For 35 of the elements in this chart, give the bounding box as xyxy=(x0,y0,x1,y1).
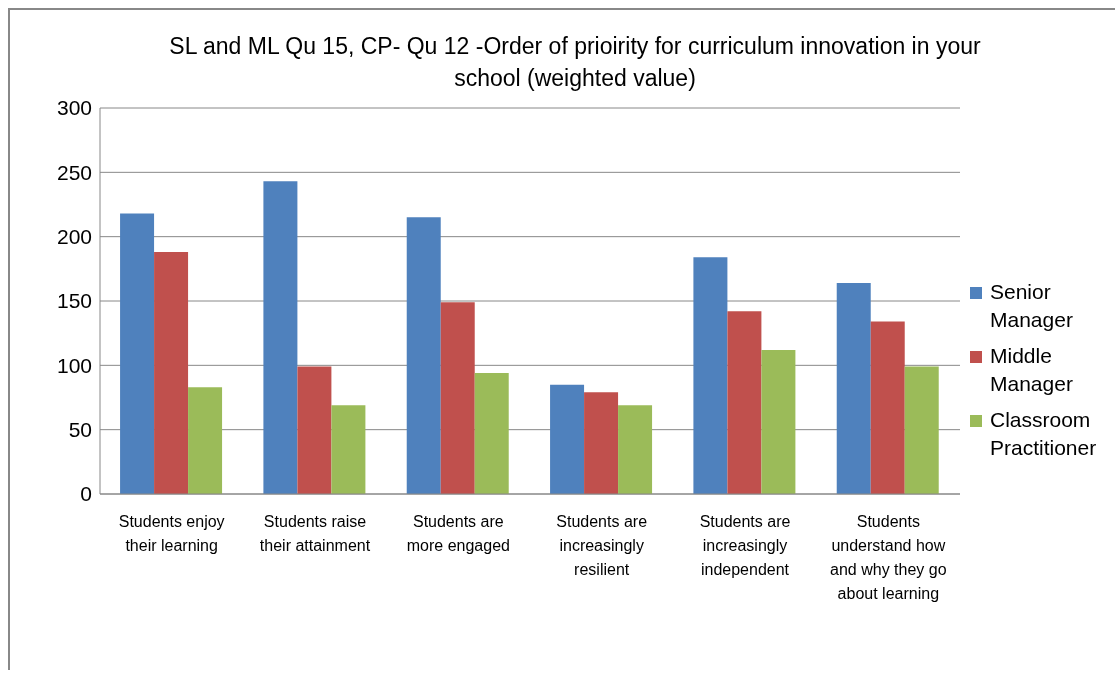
chart-title: SL and ML Qu 15, CP- Qu 12 -Order of prioirity for curriculum innovation in your school (weighted value) xyxy=(168,32,982,93)
legend-label: Senior Manager xyxy=(990,279,1074,333)
bar xyxy=(331,405,366,494)
x-tick-label: Students understand how and why they go about learning xyxy=(830,513,947,603)
bar xyxy=(904,366,939,494)
x-tick-label: Students are increasingly independent xyxy=(699,513,791,579)
bar xyxy=(120,213,155,494)
y-tick-label: 150 xyxy=(56,289,92,313)
bar xyxy=(297,366,332,494)
bar xyxy=(870,321,905,494)
legend-label: Middle Manager xyxy=(990,343,1074,397)
x-tick-label: Students are increasingly resilient xyxy=(556,513,648,579)
bar xyxy=(406,217,441,494)
bar xyxy=(188,387,223,494)
legend-label: Classroom Practitioner xyxy=(990,407,1098,461)
bar xyxy=(584,392,619,494)
bar xyxy=(693,257,728,494)
bar xyxy=(618,405,653,494)
bar xyxy=(761,349,796,494)
bar xyxy=(263,181,298,494)
bar xyxy=(154,252,189,494)
y-tick-label: 300 xyxy=(56,96,92,120)
bar xyxy=(440,302,475,494)
y-tick-label: 0 xyxy=(80,482,92,506)
bar xyxy=(727,311,762,494)
y-tick-label: 200 xyxy=(56,225,92,249)
bar xyxy=(550,384,585,494)
x-tick-label: Students are more engaged xyxy=(406,513,510,555)
y-tick-label: 250 xyxy=(56,160,92,184)
x-tick-label: Students enjoy their learning xyxy=(118,513,225,555)
x-tick-label: Students raise their attainment xyxy=(259,513,371,555)
bar xyxy=(836,282,871,494)
bar xyxy=(474,373,509,494)
y-tick-label: 100 xyxy=(56,353,92,377)
y-tick-label: 50 xyxy=(68,418,92,442)
